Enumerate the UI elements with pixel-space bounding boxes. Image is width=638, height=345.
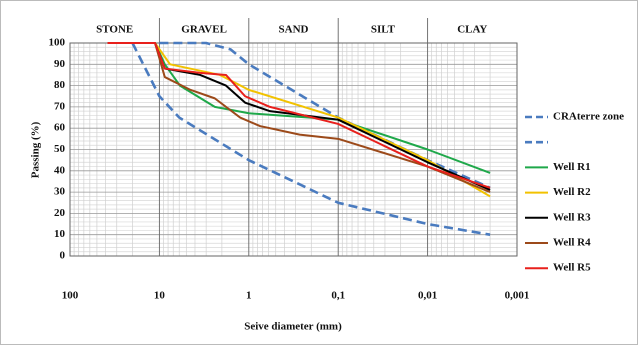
x-tick-label: 1 — [246, 290, 252, 302]
legend-label: Well R5 — [553, 262, 591, 274]
legend-label: Well R3 — [553, 211, 591, 223]
y-tick-label: 20 — [54, 207, 66, 219]
y-tick-label: 90 — [54, 58, 66, 70]
series-line — [107, 42, 491, 189]
legend-label: Well R4 — [553, 237, 591, 249]
y-tick-label: 50 — [54, 143, 66, 155]
x-axis-title: Seive diameter (mm) — [244, 321, 342, 333]
y-tick-label: 80 — [54, 79, 66, 91]
y-axis-title: Passing (%) — [30, 121, 42, 178]
series-line — [107, 42, 491, 194]
series-line — [107, 42, 491, 198]
y-tick-label: 10 — [54, 228, 66, 240]
y-tick-label: 0 — [60, 250, 66, 262]
region-label: CLAY — [457, 24, 487, 36]
region-label: GRAVEL — [181, 24, 227, 36]
x-tick-label: 0,001 — [505, 290, 530, 302]
y-tick-label: 40 — [54, 164, 66, 176]
legend-label: CRAterre zone — [553, 111, 624, 123]
y-tick-label: 70 — [54, 100, 66, 112]
legend-label: Well R2 — [553, 186, 591, 198]
region-label: SILT — [371, 24, 396, 36]
y-tick-label: 30 — [54, 186, 66, 198]
region-label: STONE — [96, 24, 133, 36]
series-line — [131, 42, 491, 236]
y-tick-label: 100 — [49, 37, 66, 49]
plot-border — [69, 42, 518, 257]
x-tick-label: 10 — [154, 290, 166, 302]
x-tick-label: 0,1 — [331, 290, 345, 302]
x-tick-label: 100 — [62, 290, 79, 302]
region-label: SAND — [279, 24, 309, 36]
y-tick-label: 60 — [54, 122, 66, 134]
x-tick-label: 0,01 — [418, 290, 437, 302]
legend-label: Well R1 — [553, 161, 591, 173]
